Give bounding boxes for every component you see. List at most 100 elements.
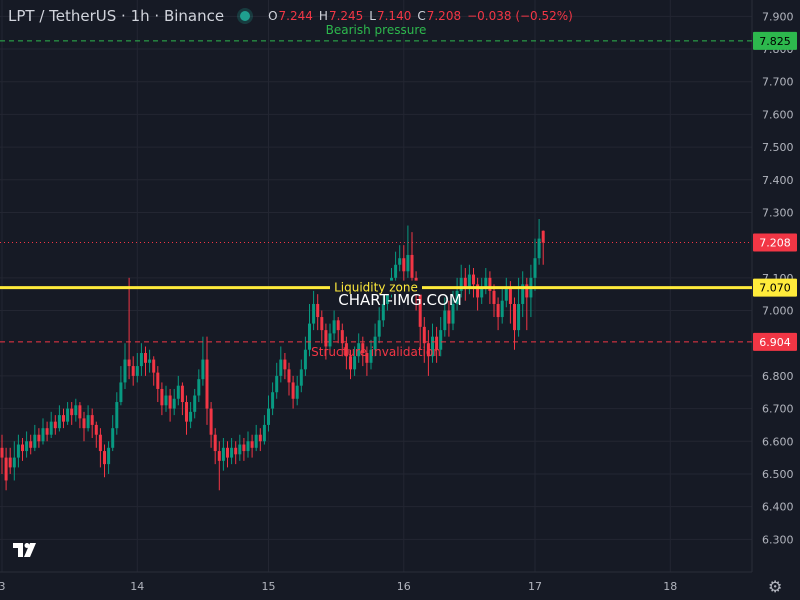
candle-body	[168, 395, 172, 409]
open-value: 7.244	[278, 9, 313, 23]
candle-body	[271, 392, 275, 409]
candle-body	[164, 395, 168, 406]
change-value: −0.038 (−0.52%)	[467, 9, 573, 23]
candle-body	[139, 353, 143, 367]
candle-body	[90, 415, 94, 425]
candle-body	[291, 382, 295, 399]
x-tick-label: 18	[663, 580, 677, 593]
candle-body	[111, 428, 115, 448]
candle-body	[107, 447, 111, 465]
candle-body	[189, 411, 193, 422]
candle-body	[78, 405, 82, 419]
candle-body	[144, 353, 147, 363]
close-label: C	[417, 9, 426, 23]
candle-body	[185, 402, 188, 422]
candle-body	[406, 254, 410, 272]
low-label: L	[369, 9, 376, 23]
candle-body	[242, 444, 246, 452]
candle-body	[336, 320, 340, 331]
y-tick-label: 7.000	[762, 305, 794, 318]
candle-body	[29, 441, 33, 448]
candle-body	[62, 415, 65, 422]
candle-body	[12, 457, 16, 468]
candle-body	[135, 366, 139, 376]
candle-body	[500, 300, 504, 318]
y-tick-label: 6.800	[762, 370, 794, 383]
candle-body	[57, 415, 61, 429]
x-tick-label: 17	[528, 580, 542, 593]
candle-body	[98, 434, 102, 452]
candle-body	[410, 254, 414, 278]
candle-body	[340, 330, 344, 344]
candle-body	[373, 336, 377, 350]
candle-body	[488, 277, 492, 291]
candle-body	[94, 424, 98, 435]
candle-body	[262, 424, 266, 442]
gear-icon[interactable]: ⚙	[768, 577, 783, 596]
candle-body	[377, 320, 381, 337]
y-tick-label: 7.500	[762, 141, 794, 154]
candle-body	[349, 356, 352, 370]
candle-body	[447, 310, 451, 324]
candle-body	[258, 434, 262, 442]
candle-body	[119, 382, 123, 403]
structure-invalidation-price-tag	[753, 332, 797, 351]
candle-body	[312, 303, 316, 324]
candle-body	[205, 359, 209, 409]
candle-body	[463, 277, 467, 288]
candle-body	[123, 359, 127, 383]
x-tick-label: 3	[0, 580, 6, 593]
candle-body	[8, 457, 12, 468]
y-tick-label: 7.700	[762, 76, 794, 89]
chart-header: LPT / TetherUS · 1h · Binance O 7.244 H 7.…	[8, 6, 573, 26]
market-status-icon	[240, 11, 251, 21]
candle-body	[422, 326, 426, 344]
candle-body	[287, 369, 291, 383]
liquidity-zone-label: Liquidity zone	[334, 281, 418, 295]
tradingview-logo-icon[interactable]	[10, 538, 38, 562]
candle-body	[303, 349, 307, 370]
candle-body	[504, 287, 508, 301]
y-tick-label: 6.300	[762, 533, 794, 546]
candle-body	[230, 447, 234, 458]
candle-body	[16, 444, 20, 458]
candle-body	[115, 402, 119, 429]
candle-body	[193, 395, 197, 412]
candle-body	[66, 408, 70, 422]
candle-body	[316, 303, 320, 318]
candle-body	[279, 359, 283, 376]
candle-body	[160, 388, 164, 406]
candle-body	[21, 444, 24, 452]
candle-body	[226, 447, 229, 458]
candle-body	[332, 320, 336, 334]
candle-body	[172, 398, 176, 409]
candle-body	[361, 343, 365, 354]
x-tick-label: 16	[397, 580, 411, 593]
candle-body	[152, 359, 156, 373]
candle-body	[385, 290, 389, 304]
candle-body	[25, 441, 29, 452]
candle-body	[467, 274, 471, 288]
candle-body	[459, 277, 463, 291]
symbol-title[interactable]: LPT / TetherUS · 1h · Binance	[8, 7, 225, 25]
candle-body	[45, 428, 49, 435]
y-tick-label: 7.900	[762, 10, 794, 23]
candle-body	[365, 353, 369, 363]
last-price-price-tag	[753, 233, 797, 252]
candle-body	[426, 343, 430, 357]
candle-body	[418, 294, 422, 327]
candle-body	[525, 284, 529, 298]
last-price-price-tag-text: 7.208	[759, 237, 791, 250]
open-label: O	[268, 9, 278, 23]
candle-body	[213, 434, 217, 452]
candle-body	[201, 359, 205, 380]
candle-body	[344, 343, 348, 357]
candle-body	[492, 290, 496, 304]
liquidity-zone-price-tag-text: 7.070	[759, 282, 791, 295]
candle-body	[217, 451, 221, 461]
watermark: CHART-IMG.COM	[338, 291, 462, 309]
high-label: H	[318, 9, 328, 23]
candle-body	[127, 359, 131, 367]
